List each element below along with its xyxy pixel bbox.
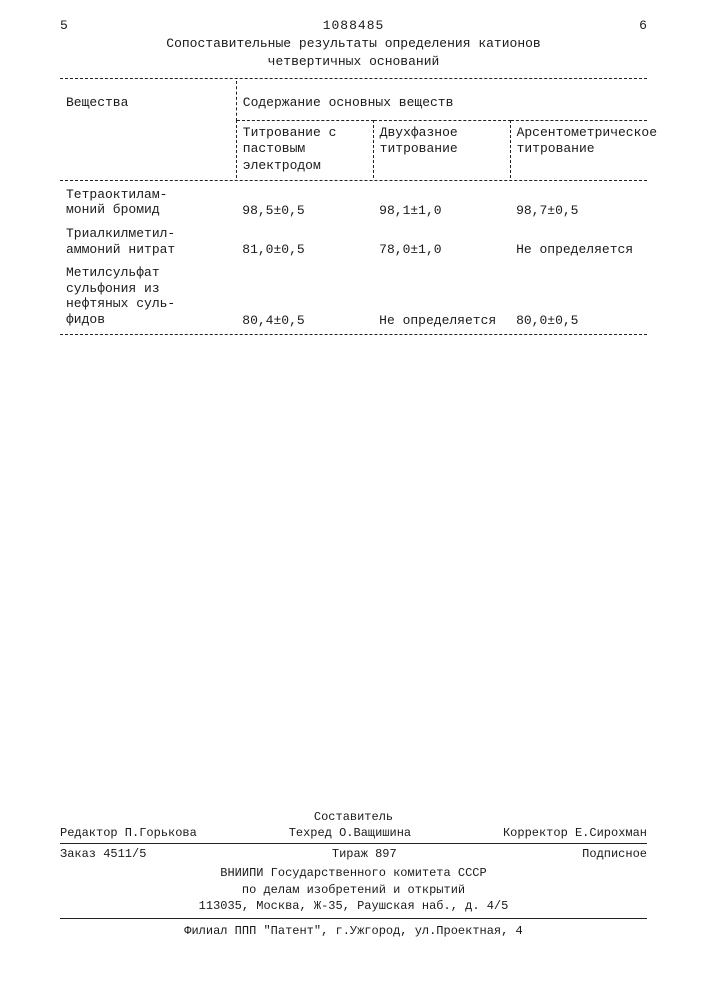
value-cell: 98,5±0,5 <box>236 183 373 222</box>
editor: Редактор П.Горькова <box>60 826 197 840</box>
org-line-2: по делам изобретений и открытий <box>242 883 465 897</box>
value-cell: Не определяется <box>510 222 647 261</box>
results-table: Вещества Содержание основных веществ Тит… <box>60 81 647 337</box>
substance-line: Тетраоктилам- <box>66 187 167 202</box>
document-number: 1088485 <box>323 18 385 33</box>
substance-line: Триалкилметил- <box>66 226 175 241</box>
value-cell: 80,0±0,5 <box>510 261 647 331</box>
value-cell: Не определяется <box>373 261 510 331</box>
footer: Составитель Редактор П.Горькова Техред О… <box>60 810 647 940</box>
page-num-left: 5 <box>60 18 68 33</box>
table-row: Метилсульфат сульфония из нефтяных суль-… <box>60 261 647 331</box>
subcol-1: Титрование с пастовым электродом <box>236 121 373 178</box>
page-num-right: 6 <box>639 18 647 33</box>
value-cell: 98,1±1,0 <box>373 183 510 222</box>
table-row: Тетраоктилам- моний бромид 98,5±0,5 98,1… <box>60 183 647 222</box>
subcol-3: Арсентометрическое титрование <box>510 121 647 178</box>
value-cell: 78,0±1,0 <box>373 222 510 261</box>
title-line-2: четвертичных оснований <box>268 54 440 69</box>
order-number: Заказ 4511/5 <box>60 847 146 861</box>
col-header-substance: Вещества <box>60 81 236 178</box>
substance-line: сульфония из <box>66 281 160 296</box>
divider <box>60 334 647 335</box>
substance-line: моний бромид <box>66 202 160 217</box>
substance-line: Метилсульфат <box>66 265 160 280</box>
filial: Филиал ППП "Патент", г.Ужгород, ул.Проек… <box>184 924 522 938</box>
substance-line: аммоний нитрат <box>66 242 175 257</box>
title-line-1: Сопоставительные результаты определения … <box>166 36 540 51</box>
tirazh: Тираж 897 <box>332 847 397 861</box>
address: 113035, Москва, Ж-35, Раушская наб., д. … <box>199 899 509 913</box>
value-cell: 80,4±0,5 <box>236 261 373 331</box>
divider <box>60 843 647 844</box>
corrector: Корректор Е.Сирохман <box>503 826 647 840</box>
podpisnoe: Подписное <box>582 847 647 861</box>
org-line-1: ВНИИПИ Государственного комитета СССР <box>220 866 486 880</box>
divider <box>60 180 647 181</box>
table-row: Триалкилметил- аммоний нитрат 81,0±0,5 7… <box>60 222 647 261</box>
value-cell: 81,0±0,5 <box>236 222 373 261</box>
divider <box>60 78 647 79</box>
compiler-label: Составитель <box>60 810 647 824</box>
techred: Техред О.Ващишина <box>289 826 411 840</box>
value-cell: 98,7±0,5 <box>510 183 647 222</box>
divider <box>60 918 647 919</box>
substance-line: фидов <box>66 312 105 327</box>
subcol-2: Двухфазное титрование <box>373 121 510 178</box>
substance-line: нефтяных суль- <box>66 296 175 311</box>
col-header-content: Содержание основных веществ <box>236 81 647 121</box>
